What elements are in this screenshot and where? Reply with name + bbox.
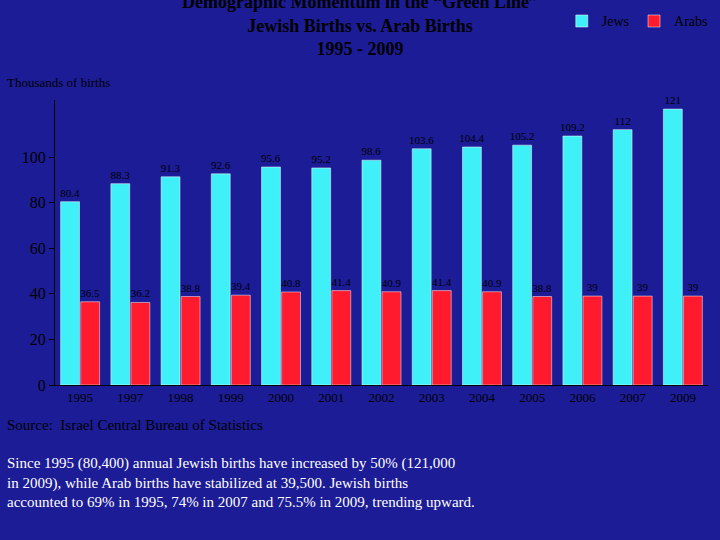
svg-text:2000: 2000 (268, 390, 294, 405)
svg-text:39: 39 (587, 281, 599, 293)
svg-text:2007: 2007 (620, 390, 647, 405)
svg-text:40.9: 40.9 (382, 277, 402, 289)
svg-text:38.8: 38.8 (181, 282, 201, 294)
svg-text:2001: 2001 (318, 390, 344, 405)
svg-text:0: 0 (38, 377, 46, 394)
svg-text:105.2: 105.2 (510, 130, 535, 142)
svg-text:121: 121 (665, 94, 682, 106)
svg-text:40.9: 40.9 (482, 277, 502, 289)
svg-text:104.4: 104.4 (459, 132, 484, 144)
svg-text:1998: 1998 (168, 390, 194, 405)
svg-text:91.3: 91.3 (161, 162, 181, 174)
svg-text:1999: 1999 (218, 390, 244, 405)
svg-text:1995: 1995 (67, 390, 93, 405)
svg-text:39.4: 39.4 (231, 280, 251, 292)
svg-text:41.4: 41.4 (331, 276, 351, 288)
svg-text:100: 100 (22, 149, 46, 166)
svg-text:41.4: 41.4 (432, 276, 452, 288)
svg-text:80.4: 80.4 (60, 187, 80, 199)
svg-text:39: 39 (637, 281, 649, 293)
svg-text:38.8: 38.8 (532, 282, 552, 294)
svg-text:98.6: 98.6 (362, 145, 382, 157)
svg-text:Since 1995 (80,400) annual Jew: Since 1995 (80,400) annual Jewish births… (7, 455, 475, 510)
svg-text:40: 40 (30, 285, 46, 302)
svg-text:2003: 2003 (419, 390, 445, 405)
svg-text:36.5: 36.5 (80, 287, 100, 299)
svg-text:88.3: 88.3 (110, 169, 130, 181)
svg-text:Source: Israel Central Bureau: Source: Israel Central Bureau of Statist… (7, 417, 263, 433)
svg-text:103.6: 103.6 (409, 134, 434, 146)
svg-text:Jews: Jews (602, 14, 629, 29)
svg-text:Arabs: Arabs (674, 14, 707, 29)
svg-text:39: 39 (687, 281, 699, 293)
svg-text:Demographic Momentum in the “G: Demographic Momentum in the “Green Line”… (182, 0, 538, 59)
svg-text:1997: 1997 (117, 390, 144, 405)
svg-text:80: 80 (30, 194, 46, 211)
svg-text:36.2: 36.2 (131, 287, 150, 299)
svg-text:2006: 2006 (569, 390, 596, 405)
svg-text:60: 60 (30, 240, 46, 257)
svg-text:92.6: 92.6 (211, 159, 231, 171)
svg-text:2004: 2004 (469, 390, 496, 405)
svg-text:95.6: 95.6 (261, 152, 281, 164)
svg-text:Thousands of births: Thousands of births (7, 75, 110, 90)
svg-text:2009: 2009 (670, 390, 696, 405)
svg-text:20: 20 (30, 331, 46, 348)
svg-text:109.2: 109.2 (560, 121, 585, 133)
svg-text:2002: 2002 (369, 390, 395, 405)
svg-text:40.8: 40.8 (281, 277, 301, 289)
svg-text:95.2: 95.2 (312, 153, 331, 165)
svg-text:2005: 2005 (519, 390, 545, 405)
svg-text:112: 112 (615, 115, 631, 127)
